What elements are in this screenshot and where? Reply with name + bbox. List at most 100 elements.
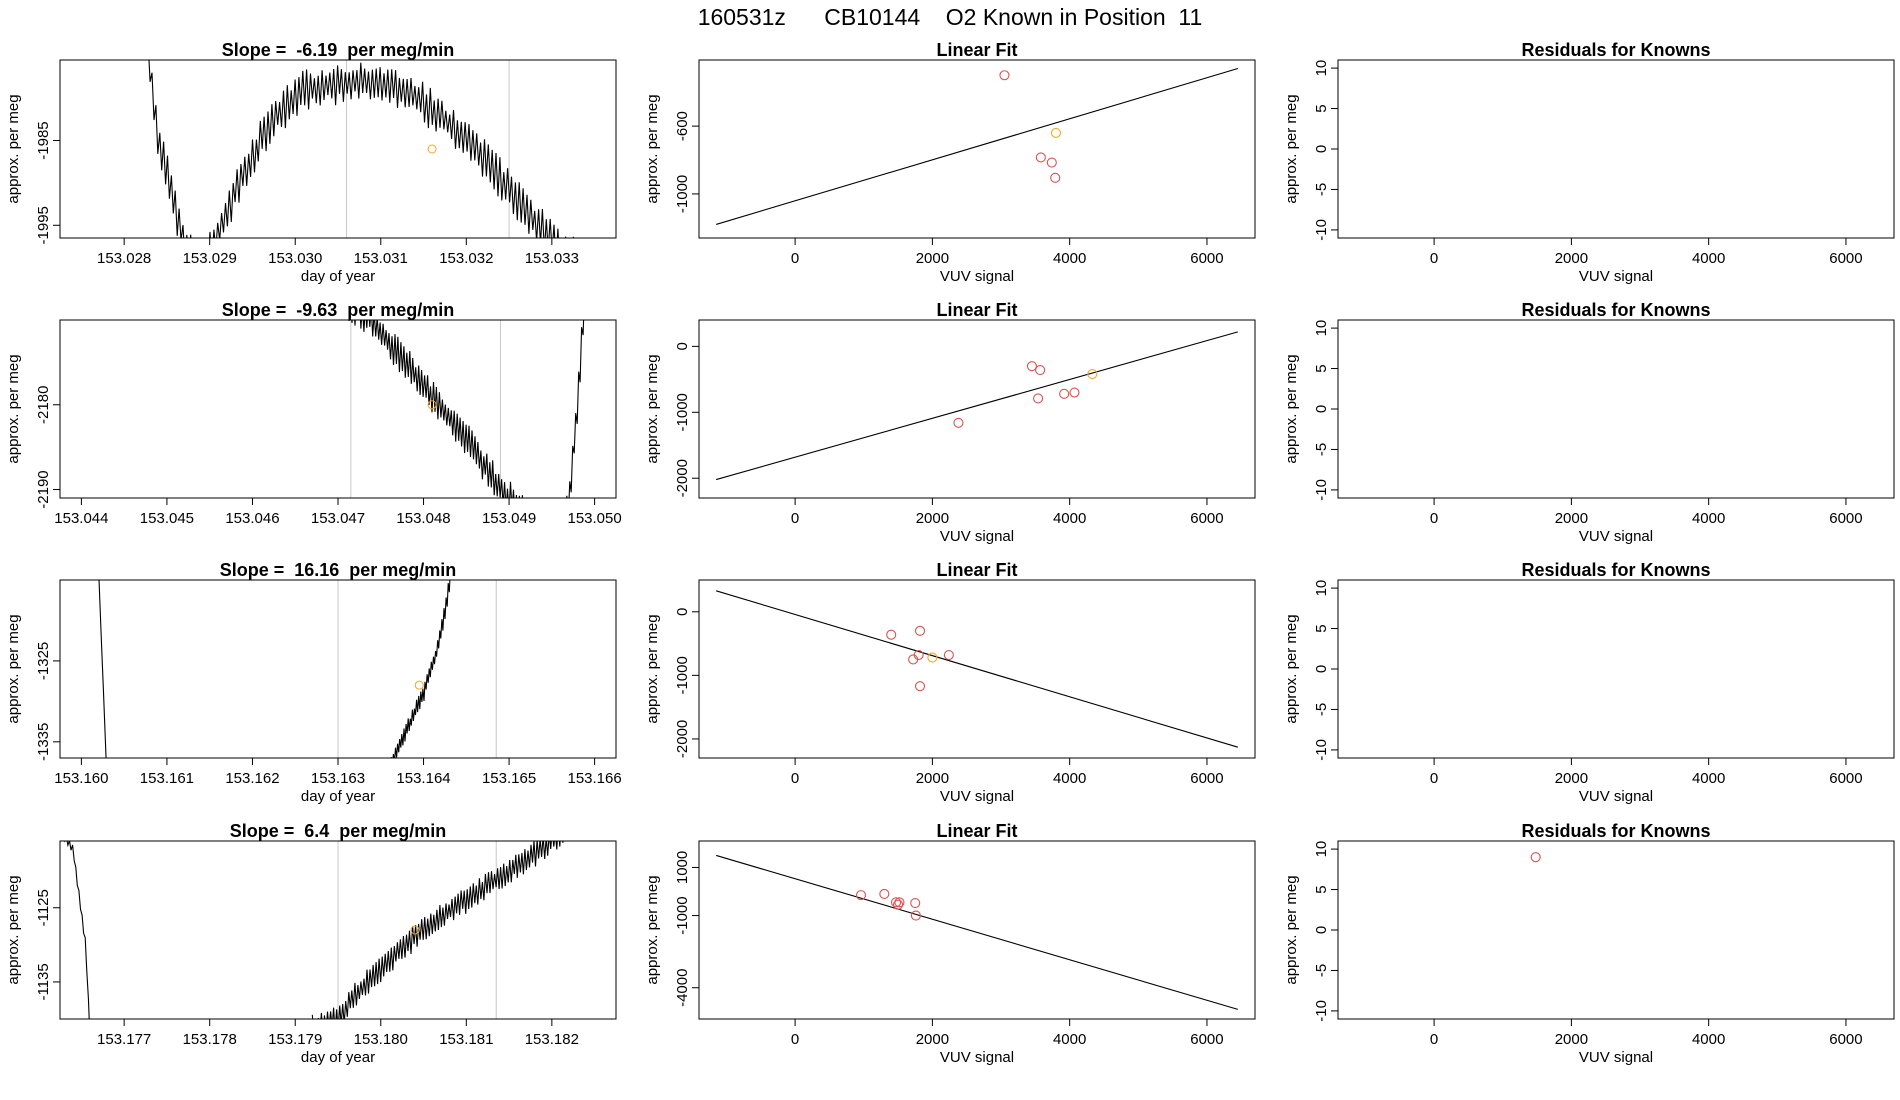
plot-area (716, 854, 1238, 1010)
x-tick-label: 153.179 (268, 1031, 322, 1048)
y-tick-label: -2000 (674, 720, 691, 758)
panel-title: Slope = -9.63 per meg/min (222, 300, 455, 320)
data-trace (311, 841, 564, 1019)
x-tick-label: 4000 (1053, 510, 1086, 527)
scatter-point (943, 649, 954, 661)
resid-panel-row-2: 0 2000 4000 6000 10 5 0 -5 -10 Residuals for Know… (1283, 300, 1895, 545)
fit-panel-row-1: 0 2000 4000 6000 -600 -1000 Linear Fit VUV sign… (644, 40, 1256, 285)
y-axis-label: approx. per meg (5, 94, 22, 203)
y-tick-label: 5 (1313, 364, 1330, 372)
x-tick-label: 6000 (1829, 770, 1862, 787)
y-tick-label: -10 (1313, 219, 1330, 241)
x-tick-label: 0 (791, 770, 799, 787)
panel-title: Linear Fit (936, 821, 1017, 841)
y-axis-label: approx. per meg (644, 614, 661, 723)
y-tick-label: -1335 (35, 723, 52, 761)
x-tick-label: 0 (1430, 770, 1438, 787)
x-tick-label: 6000 (1829, 510, 1862, 527)
x-tick-label: 0 (791, 250, 799, 267)
x-tick-label: 153.044 (54, 510, 108, 527)
scatter-point (890, 897, 902, 908)
x-tick-label: 2000 (1555, 770, 1588, 787)
x-tick-label: 153.049 (482, 510, 536, 527)
plot-area (716, 67, 1238, 225)
y-tick-label: 10 (1313, 320, 1330, 337)
x-tick-label: 153.180 (354, 1031, 408, 1048)
fit-panel-row-2: 0 2000 4000 6000 0 -1000 -2000 Linear Fit VUV si… (644, 300, 1256, 545)
panel-title: Residuals for Knowns (1521, 560, 1710, 580)
highlight-point (1087, 369, 1098, 380)
x-tick-label: 153.033 (525, 250, 579, 267)
plot-area (1530, 852, 1541, 863)
x-tick-label: 0 (791, 1031, 799, 1048)
x-tick-label: 6000 (1829, 1031, 1862, 1048)
panel-title: Linear Fit (936, 560, 1017, 580)
x-axis-label: VUV signal (940, 528, 1014, 545)
x-tick-label: 6000 (1190, 250, 1223, 267)
y-tick-label: -2190 (35, 470, 52, 508)
plot-area (148, 60, 575, 238)
x-tick-label: 4000 (1692, 510, 1725, 527)
data-trace (148, 60, 575, 238)
x-tick-label: 4000 (1053, 250, 1086, 267)
y-tick-label: 0 (674, 608, 691, 616)
x-tick-label: 0 (791, 510, 799, 527)
y-tick-label: 10 (1313, 580, 1330, 597)
plot-frame (1337, 579, 1895, 759)
y-tick-label: 0 (1313, 926, 1330, 934)
x-tick-label: 153.160 (54, 770, 108, 787)
x-tick-label: 153.029 (183, 250, 237, 267)
x-axis-label: day of year (301, 788, 375, 805)
x-tick-label: 2000 (916, 250, 949, 267)
x-tick-label: 0 (1430, 1031, 1438, 1048)
y-axis-label: approx. per meg (644, 354, 661, 463)
panel-title: Linear Fit (936, 40, 1017, 60)
highlight-point (414, 680, 424, 690)
y-tick-label: -1135 (35, 963, 52, 1000)
highlight-point (427, 144, 437, 154)
y-axis-label: approx. per meg (644, 875, 661, 984)
highlight-point (927, 652, 938, 663)
fit-line (716, 590, 1238, 748)
plot-area (716, 331, 1238, 481)
y-tick-label: 0 (1313, 665, 1330, 673)
y-tick-label: -5 (1313, 703, 1330, 716)
scatter-point (893, 899, 904, 910)
y-tick-label: -600 (674, 111, 691, 141)
x-tick-label: 4000 (1692, 770, 1725, 787)
x-tick-label: 0 (1430, 250, 1438, 267)
plot-frame (59, 59, 617, 239)
y-axis-label: approx. per meg (1283, 94, 1300, 203)
x-tick-label: 6000 (1190, 770, 1223, 787)
x-tick-label: 153.046 (225, 510, 279, 527)
fit-line (716, 67, 1238, 225)
data-trace (390, 580, 451, 758)
panel-title: Linear Fit (936, 300, 1017, 320)
x-tick-label: 153.166 (567, 770, 621, 787)
highlight-point (1050, 127, 1061, 138)
x-tick-label: 153.048 (396, 510, 450, 527)
y-tick-label: -1125 (35, 889, 52, 926)
x-tick-label: 2000 (1555, 1031, 1588, 1048)
x-tick-label: 6000 (1190, 510, 1223, 527)
y-tick-label: -5 (1313, 443, 1330, 456)
slope-panel-row-4: 153.177 153.178 153.179 153.180 153.181 153.1… (5, 821, 617, 1066)
y-tick-label: -1995 (35, 206, 52, 244)
highlight-point (410, 925, 420, 935)
scatter-point (1069, 387, 1080, 398)
slope-panel-row-2: 153.044 153.045 153.046 153.047 153.048 153.0… (5, 300, 622, 527)
scatter-point (1035, 365, 1046, 376)
x-tick-label: 4000 (1692, 250, 1725, 267)
scatter-point (999, 70, 1010, 81)
plot-area (716, 590, 1238, 748)
y-tick-label: 0 (1313, 145, 1330, 153)
x-tick-label: 153.030 (268, 250, 322, 267)
scatter-point (1026, 361, 1037, 372)
x-axis-label: VUV signal (940, 268, 1014, 285)
x-tick-label: 153.182 (525, 1031, 579, 1048)
x-tick-label: 153.031 (354, 250, 408, 267)
x-tick-label: 153.047 (311, 510, 365, 527)
scatter-point (894, 897, 905, 908)
panel-title: Slope = -6.19 per meg/min (222, 40, 455, 60)
x-axis-label: VUV signal (1579, 268, 1653, 285)
